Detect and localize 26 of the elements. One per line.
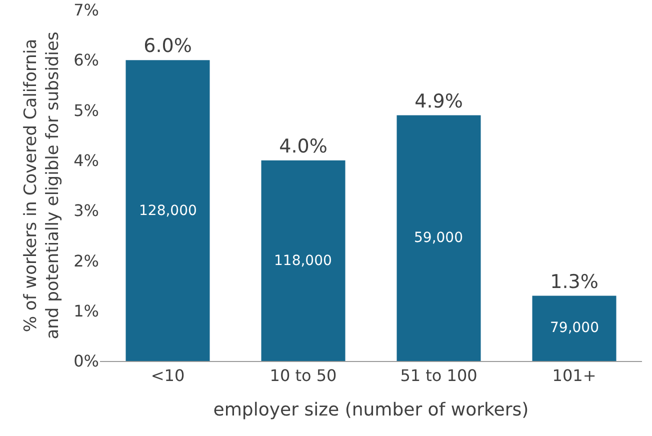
x-tick-label: 101+ — [552, 366, 596, 386]
y-tick-label: 2% — [74, 251, 99, 270]
annotation: 128,000 — [139, 203, 197, 219]
data-label: 1.3% — [550, 270, 598, 293]
x-axis-title: employer size (number of workers) — [213, 399, 529, 420]
y-tick-label: 5% — [74, 100, 99, 120]
x-tick-label: <10 — [150, 366, 185, 386]
bar — [261, 160, 346, 361]
x-tick-label: 10 to 50 — [270, 366, 337, 386]
annotation: 79,000 — [550, 320, 599, 336]
data-label: 4.9% — [414, 90, 463, 112]
data-label: 4.0% — [279, 135, 328, 158]
y-tick-label: 4% — [74, 151, 99, 170]
y-tick-label: 0% — [74, 352, 99, 371]
x-tick-label: 51 to 100 — [400, 366, 478, 386]
y-tick-label: 6% — [74, 50, 99, 70]
bar — [532, 296, 616, 361]
annotation: 59,000 — [414, 230, 463, 246]
data-label: 6.0% — [144, 35, 192, 58]
bar — [396, 115, 481, 361]
annotation: 118,000 — [274, 253, 332, 269]
bar — [126, 60, 210, 361]
y-tick-label: 1% — [74, 301, 99, 320]
y-tick-label: 7% — [74, 0, 99, 20]
y-tick-label: 3% — [74, 201, 99, 220]
y-axis-title: % of workers in Covered California and potentially eligible for subsidies — [21, 32, 64, 340]
